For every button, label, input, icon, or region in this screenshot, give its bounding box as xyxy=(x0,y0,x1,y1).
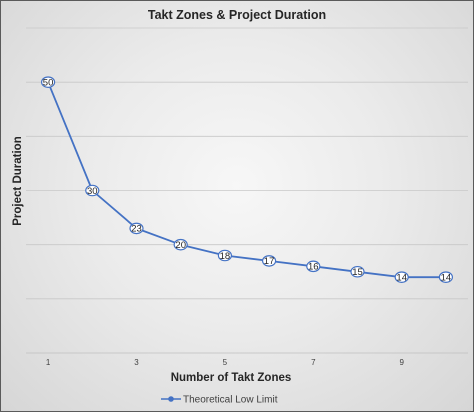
data-label: 30 xyxy=(87,186,98,197)
legend-label: Theoretical Low Limit xyxy=(183,395,278,406)
x-tick-label: 9 xyxy=(399,358,404,367)
data-point-marker xyxy=(262,255,277,267)
x-axis: 1 3 5 7 9 xyxy=(26,352,468,367)
x-tick-label: 5 xyxy=(223,358,228,367)
data-label: 23 xyxy=(131,224,142,235)
data-point-marker xyxy=(438,271,453,283)
data-label: 50 xyxy=(43,77,54,88)
data-label: 14 xyxy=(396,272,407,283)
data-point-marker xyxy=(394,271,409,283)
data-label: 17 xyxy=(264,256,275,267)
y-axis-title: Project Duration xyxy=(12,136,24,225)
x-tick-label: 7 xyxy=(311,358,316,367)
data-label: 20 xyxy=(175,240,186,251)
gridlines xyxy=(26,27,468,300)
data-label: 14 xyxy=(441,272,452,283)
legend: Theoretical Low Limit xyxy=(161,395,278,406)
data-point-marker xyxy=(306,260,321,273)
legend-marker-icon xyxy=(168,396,174,402)
data-point-marker xyxy=(217,249,232,262)
data-point-marker xyxy=(350,265,365,278)
data-label: 16 xyxy=(308,262,319,273)
x-axis-title: Number of Takt Zones xyxy=(171,372,292,384)
data-point-marker xyxy=(85,184,100,197)
series-line-theoretical-low-limit xyxy=(47,81,446,279)
data-point-marker xyxy=(129,222,144,235)
series-layer xyxy=(47,81,446,279)
data-label: 15 xyxy=(352,267,363,278)
x-tick-label: 3 xyxy=(134,358,139,367)
chart-title: Takt Zones & Project Duration xyxy=(148,8,326,22)
data-labels: 50 30 23 20 18 17 16 15 14 14 xyxy=(40,76,453,283)
data-label: 18 xyxy=(220,251,231,262)
data-point-marker xyxy=(173,238,188,251)
data-point-marker xyxy=(40,76,56,88)
x-tick-label: 1 xyxy=(46,358,51,367)
